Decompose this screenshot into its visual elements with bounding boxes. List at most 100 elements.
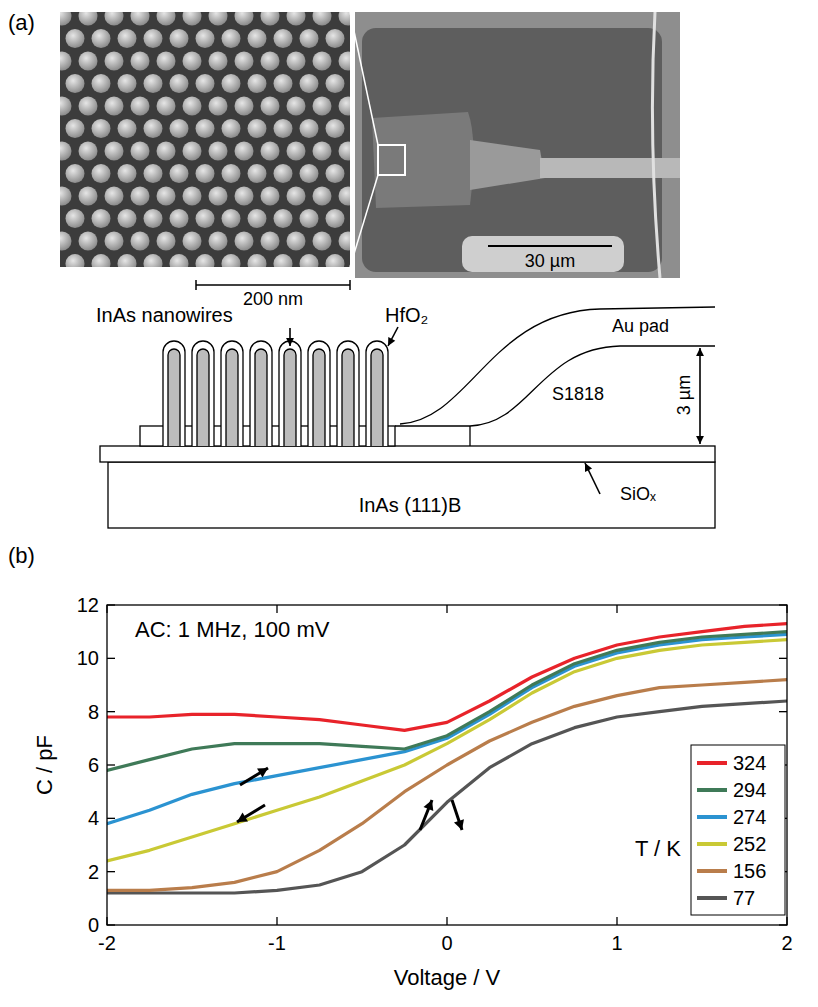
y-tick [779, 658, 787, 659]
nanowire-top [118, 119, 137, 138]
x-tick [786, 917, 787, 925]
arrow-head [585, 463, 592, 472]
nanowire-top [235, 142, 254, 161]
series-line [107, 680, 787, 891]
zoom-box [378, 145, 405, 175]
nanowire-top [157, 52, 176, 71]
nanowire-top [157, 12, 176, 26]
x-tick-label: 2 [781, 932, 792, 954]
hfo2-shell [221, 341, 243, 446]
hfo2-shell [279, 341, 301, 446]
y-tick [779, 924, 787, 925]
nanowire-top [222, 74, 241, 93]
nanowire-top [274, 29, 293, 48]
nanowire-top [60, 232, 72, 251]
nanowire-top [261, 232, 280, 251]
hfo2-shell [337, 341, 359, 446]
nanowire-top [313, 97, 332, 116]
legend: 32429427425215677T / K [635, 745, 785, 915]
hfo2-shell [308, 341, 330, 446]
nanowire-top [131, 97, 150, 116]
sweep-arrow [240, 768, 268, 785]
nanowire-top [339, 187, 351, 206]
nanowire-top [248, 164, 267, 183]
nanowire-top [274, 254, 293, 267]
legend-label: 156 [733, 860, 766, 882]
nanowire-top [60, 12, 72, 26]
nanowire-top [287, 12, 306, 26]
sem-background [60, 12, 350, 267]
nanowire-top [313, 187, 332, 206]
x-tick [616, 917, 617, 925]
legend-title: T / K [635, 836, 681, 861]
arrow-head [696, 436, 704, 444]
series-line [107, 640, 787, 861]
nanowire-top [300, 29, 319, 48]
scale-label: 30 µm [525, 251, 575, 271]
nanowire-top [144, 209, 163, 228]
zoom-line [350, 12, 378, 145]
nanowire-top [131, 232, 150, 251]
nanowire-top [274, 209, 293, 228]
nanowire-top [261, 97, 280, 116]
pad-neck [470, 140, 545, 190]
x-tick [446, 917, 447, 925]
y-tick [107, 658, 115, 659]
plot-frame [107, 605, 787, 925]
nanowire-top [157, 232, 176, 251]
nanowire-top [326, 164, 345, 183]
hfo2-shell [163, 341, 185, 446]
nanowire-top [300, 119, 319, 138]
nanowire-top [60, 142, 72, 161]
nanowire-top [261, 187, 280, 206]
arrow-head [388, 337, 395, 346]
hfo2-shell [250, 341, 272, 446]
nanowire-top [105, 52, 124, 71]
nanowire-top [313, 52, 332, 71]
legend-label: 274 [733, 806, 766, 828]
x-tick-label: -1 [268, 932, 286, 954]
nanowire-top [248, 29, 267, 48]
nanowire-top [170, 164, 189, 183]
nanowire-top [339, 97, 351, 116]
nanowire-top [248, 209, 267, 228]
nanowire-field [372, 112, 474, 208]
nanowire-top [92, 254, 111, 267]
nanowire-top [131, 187, 150, 206]
nanowire-top [313, 12, 332, 26]
y-tick [107, 711, 115, 712]
nanowire-top [235, 232, 254, 251]
nanowire-top [157, 187, 176, 206]
scale-bar-end [349, 280, 351, 290]
nanowire-top [131, 142, 150, 161]
nanowire-top [261, 52, 280, 71]
nanowire-top [248, 119, 267, 138]
nanowire-top [79, 142, 98, 161]
overview-image: 30 µm [350, 12, 680, 278]
legend-label: 77 [733, 887, 755, 909]
nanowire-top [222, 164, 241, 183]
nanowire-top [209, 97, 228, 116]
nanowire-top [105, 187, 124, 206]
nanowire-top [79, 12, 98, 26]
nanowire [342, 349, 354, 446]
nanowire-top [222, 119, 241, 138]
nanowire-top [157, 142, 176, 161]
nanowire-top [92, 29, 111, 48]
nanowire-top [79, 187, 98, 206]
nanowire-top [131, 52, 150, 71]
nanowire-top [92, 74, 111, 93]
substrate [108, 462, 715, 528]
nanowire-top [261, 12, 280, 26]
s1818-top [395, 346, 715, 426]
nanowire-top [274, 74, 293, 93]
nanowire-top [235, 12, 254, 26]
nanowire-top [170, 119, 189, 138]
nanowire-top [170, 254, 189, 267]
nanowire-top [60, 52, 72, 71]
series-line [107, 634, 787, 823]
y-tick [107, 604, 115, 605]
nanowire-top [170, 29, 189, 48]
nanowire [255, 349, 267, 446]
legend-swatch [697, 869, 727, 873]
